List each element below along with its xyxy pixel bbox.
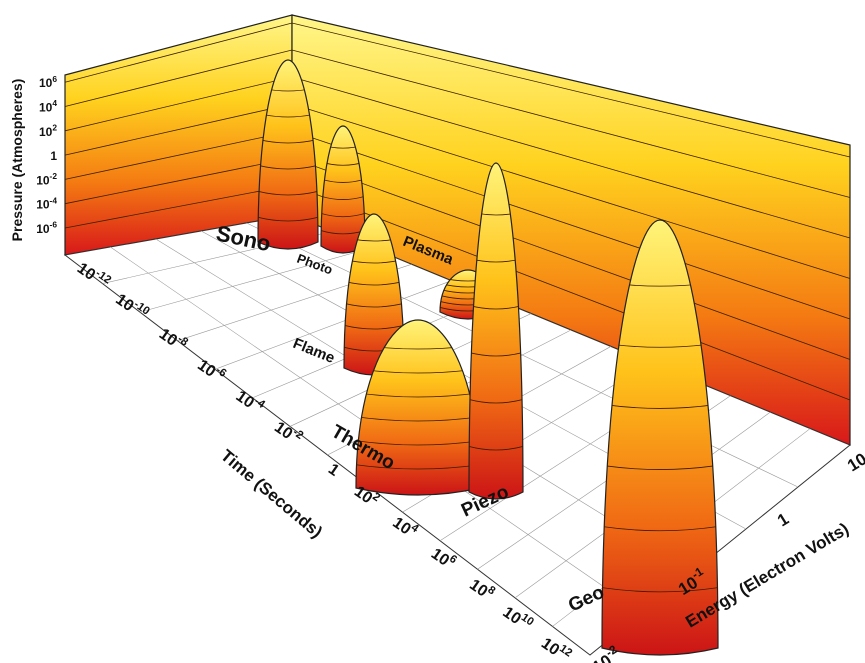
z-tick-label: 10-6 xyxy=(36,220,57,236)
z-tick-label: 1 xyxy=(50,149,57,163)
z-tick-label-base: 10 xyxy=(36,173,50,187)
z-tick-label-exp: 4 xyxy=(52,98,57,108)
z-tick-label: 10-4 xyxy=(36,195,57,211)
z-tick-label: 104 xyxy=(39,98,57,114)
z-tick-label: 102 xyxy=(39,122,57,138)
z-tick-label-base: 10 xyxy=(39,125,53,139)
x-tick-label-base: 10 xyxy=(538,635,562,659)
z-axis-title: Pressure (Atmospheres) xyxy=(9,79,25,242)
z-tick-label-base: 1 xyxy=(50,149,57,163)
y-tick-label: 1 xyxy=(774,509,792,530)
z-tick-label-base: 10 xyxy=(39,101,53,115)
z-tick-label-base: 10 xyxy=(39,76,53,90)
z-tick-label-exp: 6 xyxy=(52,74,57,84)
x-tick-label-base: 10 xyxy=(466,576,490,600)
x-tick-label-base: 10 xyxy=(428,545,452,569)
x-tick-label: 1 xyxy=(325,461,342,480)
z-tick-label: 10-2 xyxy=(36,171,57,187)
x-axis-title: Time (Seconds) xyxy=(217,446,326,542)
y-tick-label: 10 xyxy=(844,449,865,475)
z-tick-label-base: 10 xyxy=(36,222,50,236)
z-tick-label-exp: -2 xyxy=(50,171,58,181)
x-tick-label-base: 1 xyxy=(325,461,342,480)
z-tick-label: 106 xyxy=(39,74,57,90)
z-tick-label-exp: -6 xyxy=(50,220,58,230)
y-tick-label-base: 1 xyxy=(774,509,792,530)
z-tick-label-exp: 2 xyxy=(52,122,57,132)
chart: 106104102110-210-410-610-1210-1010-810-6… xyxy=(0,0,865,663)
z-tick-label-base: 10 xyxy=(36,198,50,212)
z-tick-label-exp: -4 xyxy=(50,195,58,205)
x-tick-label-base: 10 xyxy=(500,604,524,628)
y-tick-label-base: 10 xyxy=(844,449,865,475)
